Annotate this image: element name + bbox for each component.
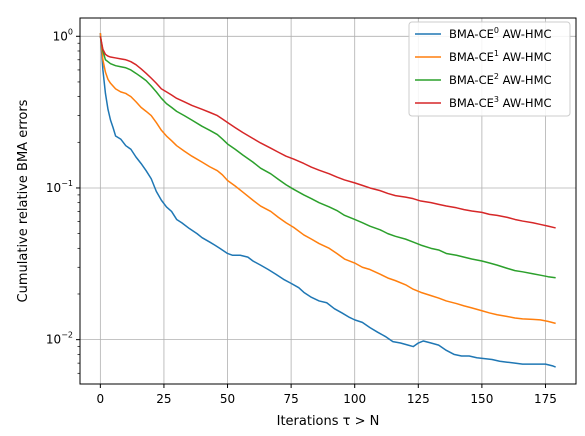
x-tick-label: 25: [156, 392, 171, 406]
series-line-3: [99, 36, 556, 229]
x-axis-label: Iterations τ > N: [277, 414, 380, 429]
x-tick-label: 175: [534, 392, 557, 406]
legend: BMA-CE0 AW-HMC BMA-CE1 AW-HMC BMA-CE2 AW-H…: [408, 21, 571, 117]
x-tick-label: 150: [470, 392, 493, 406]
y-axis-label: Cumulative relative BMA errors: [16, 99, 31, 302]
legend-label: BMA-CE1 AW-HMC: [449, 49, 552, 64]
x-tick-label: 125: [407, 392, 430, 406]
series-lines: [99, 32, 556, 368]
legend-box: [408, 21, 571, 117]
x-axis-ticks: 0 25 50 75 100 125 150 175: [97, 384, 557, 406]
x-tick-label: 50: [220, 392, 235, 406]
x-tick-label: 100: [343, 392, 366, 406]
legend-label: BMA-CE3 AW-HMC: [449, 95, 552, 110]
series-line-1: [99, 32, 556, 325]
legend-label: BMA-CE0 AW-HMC: [449, 26, 552, 41]
series-line-0: [99, 33, 556, 368]
x-tick-label: 0: [97, 392, 105, 406]
legend-label: BMA-CE2 AW-HMC: [449, 72, 552, 87]
x-tick-label: 75: [283, 392, 298, 406]
y-axis-ticks: 10−2 10−1 100: [46, 27, 80, 374]
y-tick-label: 10−2: [46, 331, 73, 347]
y-tick-label: 10−1: [46, 179, 73, 195]
series-line-2: [99, 36, 556, 279]
y-tick-label: 100: [53, 27, 73, 43]
plot-frame: [79, 17, 577, 385]
